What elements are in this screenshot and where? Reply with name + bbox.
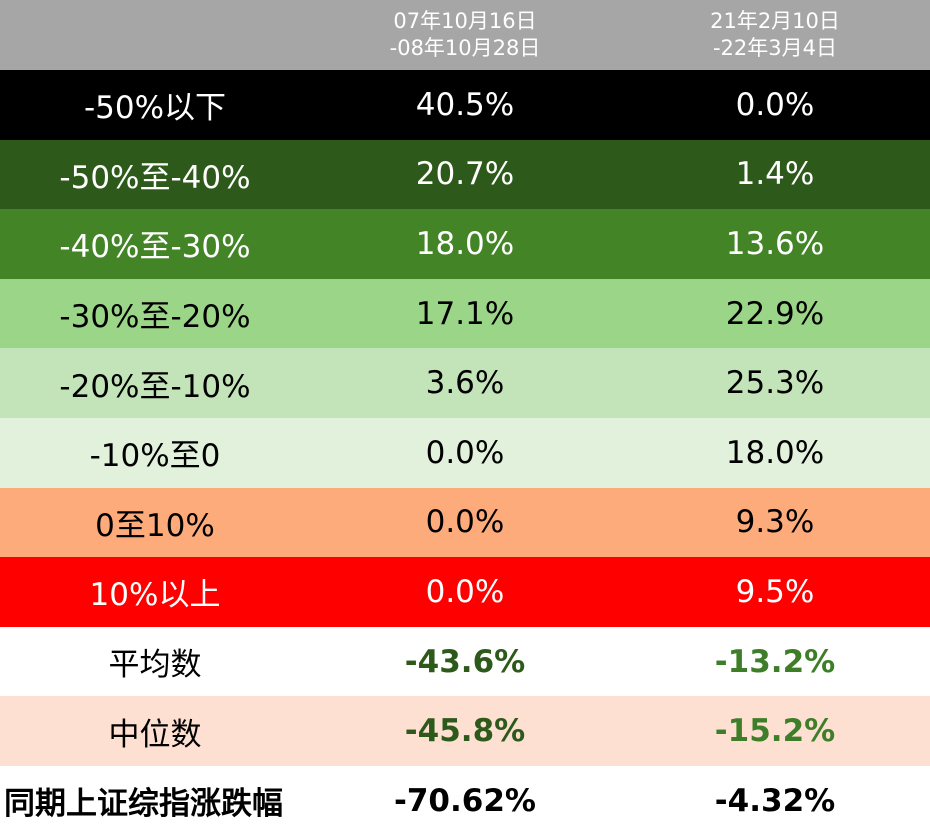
range-label: -30%至-20% xyxy=(59,299,251,336)
range-label: -50%以下 xyxy=(83,90,227,127)
range-label: -50%至-40% xyxy=(59,159,251,196)
table-row: -30%至-20% 17.1% 22.9% xyxy=(0,278,930,349)
summary-rows: 平均数 -43.6% -13.2% 中位数 -45.8% -15.2% xyxy=(0,626,930,766)
header-period-2-line1: 21年2月10日 xyxy=(710,9,840,33)
period-1-value: 18.0% xyxy=(415,225,515,262)
table-row: -40%至-30% 18.0% 13.6% xyxy=(0,209,930,279)
period-1-value: 40.5% xyxy=(415,86,515,123)
summary-label: 平均数 xyxy=(108,647,202,684)
period-2-value: 18.0% xyxy=(725,434,825,471)
period-1-value: 3.6% xyxy=(425,365,505,402)
summary-label: 中位数 xyxy=(108,716,202,753)
summary-period-2: -13.2% xyxy=(714,643,836,680)
range-label: 10%以上 xyxy=(89,577,221,614)
header-period-2: 21年2月10日 -22年3月4日 xyxy=(620,0,930,70)
index-row: 同期上证综指涨跌幅 -70.62% -4.32% xyxy=(0,765,930,836)
index-row-period-2: -4.32% xyxy=(714,782,836,819)
period-2-value: 25.3% xyxy=(725,365,825,402)
period-2-value: 13.6% xyxy=(725,225,825,262)
period-1-value: 17.1% xyxy=(415,295,515,332)
period-2-value: 0.0% xyxy=(735,86,815,123)
summary-row: 中位数 -45.8% -15.2% xyxy=(0,696,930,766)
table-row: -50%至-40% 20.7% 1.4% xyxy=(0,139,930,210)
range-label: -10%至0 xyxy=(89,438,221,475)
summary-row: 平均数 -43.6% -13.2% xyxy=(0,626,930,697)
period-1-value: 0.0% xyxy=(425,434,505,471)
table-row: 0至10% 0.0% 9.3% xyxy=(0,487,930,558)
table-row: -50%以下 40.5% 0.0% xyxy=(0,70,930,140)
summary-period-1: -45.8% xyxy=(404,713,526,750)
header-period-1-line1: 07年10月16日 xyxy=(393,9,537,33)
index-row-label: 同期上证综指涨跌幅 xyxy=(4,786,283,823)
range-label: -20%至-10% xyxy=(59,368,251,405)
header-empty-cell xyxy=(0,0,310,70)
table-row: -10%至0 0.0% 18.0% xyxy=(0,417,930,488)
period-1-value: 20.7% xyxy=(415,156,515,193)
period-1-value: 0.0% xyxy=(425,504,505,541)
header-period-1: 07年10月16日 -08年10月28日 xyxy=(310,0,620,70)
range-label: 0至10% xyxy=(95,507,215,544)
period-2-value: 1.4% xyxy=(735,156,815,193)
period-2-value: 9.3% xyxy=(735,504,815,541)
header-period-1-line2: -08年10月28日 xyxy=(389,36,541,60)
summary-period-1: -43.6% xyxy=(404,643,526,680)
range-label: -40%至-30% xyxy=(59,229,251,266)
header-period-2-line2: -22年3月4日 xyxy=(712,36,838,60)
table-row: -20%至-10% 3.6% 25.3% xyxy=(0,348,930,418)
table-row: 10%以上 0.0% 9.5% xyxy=(0,557,930,627)
index-row-period-1: -70.62% xyxy=(394,782,536,819)
summary-period-2: -15.2% xyxy=(714,713,836,750)
period-2-value: 22.9% xyxy=(725,295,825,332)
table-header: 07年10月16日 -08年10月28日 21年2月10日 -22年3月4日 xyxy=(0,0,930,70)
period-2-value: 9.5% xyxy=(735,573,815,610)
range-rows: -50%以下 40.5% 0.0% -50%至-40% 20.7% 1.4% -40%至-3… xyxy=(0,70,930,627)
period-1-value: 0.0% xyxy=(425,573,505,610)
